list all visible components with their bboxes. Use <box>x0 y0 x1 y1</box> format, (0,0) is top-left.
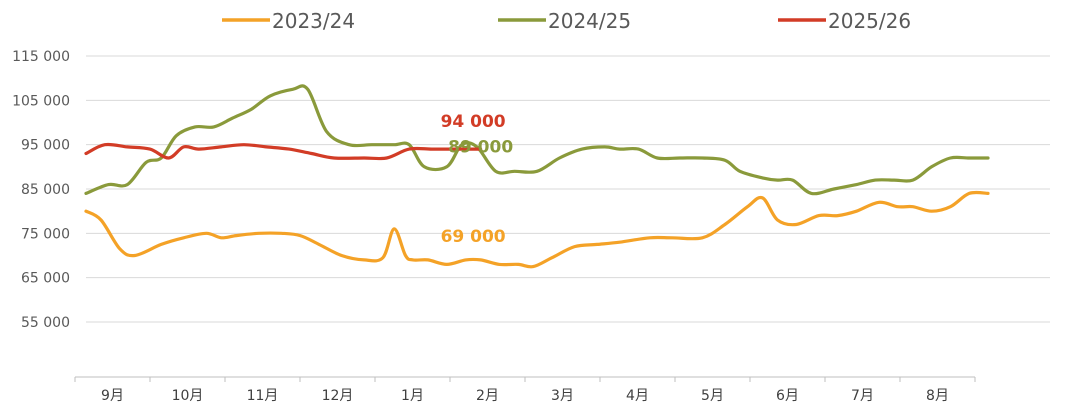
series-lines <box>84 84 990 269</box>
x-tick-label: 7月 <box>851 388 874 404</box>
x-tick-label: 3月 <box>551 388 574 404</box>
y-tick-label: 105 000 <box>12 93 70 109</box>
x-tick-label: 12月 <box>322 388 354 404</box>
y-tick-label: 95 000 <box>21 138 70 154</box>
y-tick-label: 65 000 <box>21 271 70 287</box>
legend: 2023/24 2024/25 2025/26 <box>222 9 911 33</box>
x-tick-label: 4月 <box>626 388 649 404</box>
x-tick-label: 11月 <box>247 388 279 404</box>
data-label: 89 000 <box>448 138 513 158</box>
x-axis: 9月 10月 11月 12月 1月 2月 3月 4月 5月 6月 7月 8月 <box>74 376 976 404</box>
x-tick-label: 9月 <box>101 388 124 404</box>
y-tick-label: 85 000 <box>21 182 70 198</box>
y-tick-label: 75 000 <box>21 226 70 242</box>
x-tick-label: 1月 <box>401 388 424 404</box>
x-tick-label: 2月 <box>476 388 499 404</box>
y-tick-label: 55 000 <box>21 315 70 331</box>
y-tick-label: 115 000 <box>12 49 70 65</box>
annotations: 94 000 89 000 69 000 <box>441 112 514 247</box>
y-axis-ticks: 55 000 65 000 75 000 85 000 95 000 105 000 115… <box>12 49 70 331</box>
series-line-2024-25 <box>84 84 990 196</box>
x-tick-label: 10月 <box>172 388 204 404</box>
series-line-2023-24 <box>84 190 990 269</box>
x-tick-label: 8月 <box>926 388 949 404</box>
data-label: 69 000 <box>441 227 506 247</box>
series-line-2025-26 <box>84 142 483 161</box>
x-tick-label: 6月 <box>776 388 799 404</box>
x-tick-label: 5月 <box>701 388 724 404</box>
legend-label: 2024/25 <box>548 9 631 33</box>
legend-label: 2025/26 <box>828 9 911 33</box>
legend-label: 2023/24 <box>272 9 355 33</box>
grid-lines <box>86 55 1050 323</box>
data-label: 94 000 <box>441 112 506 132</box>
